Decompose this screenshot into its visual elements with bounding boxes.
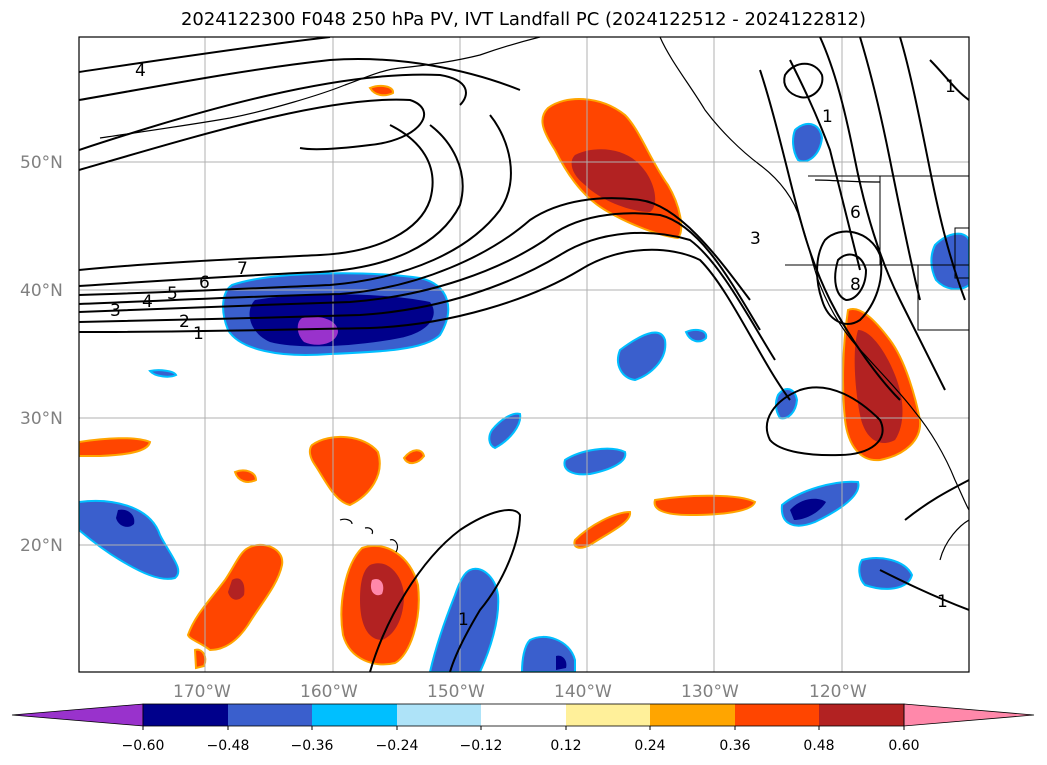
contour-label-1-n: 1 (822, 107, 833, 127)
colorbar-tick-label: −0.24 (376, 738, 419, 754)
colorbar-extend-high (903, 703, 1035, 727)
colorbar-tick-label: −0.60 (122, 738, 165, 754)
lon-label-170w: 170°W (173, 682, 231, 702)
contour-label-1-s: 1 (458, 610, 469, 630)
colorbar-tick-label: −0.48 (207, 738, 250, 754)
contour-label-3: 3 (110, 301, 121, 321)
colorbar-bin-3 (312, 704, 397, 726)
colorbar-bin-9 (819, 704, 904, 726)
colorbar-tick-label: 0.48 (803, 738, 834, 754)
pv-contours (79, 37, 969, 672)
colorbar-tick-label: 0.24 (634, 738, 665, 754)
colorbar: −0.60 −0.48 −0.36 −0.24 −0.12 0.12 0.24 … (11, 703, 1035, 754)
contour-label-1-se: 1 (937, 592, 948, 612)
negative-pv-streak (428, 567, 500, 672)
colorbar-bin-7 (650, 704, 735, 726)
colorbar-bin-6 (566, 704, 650, 726)
colorbar-tick-label: 0.12 (550, 738, 581, 754)
colorbar-bin-4 (397, 704, 481, 726)
lon-label-140w: 140°W (554, 682, 612, 702)
colorbar-bin-1 (143, 704, 228, 726)
contour-label-3-east: 3 (750, 229, 761, 249)
lat-label-30n: 30°N (20, 409, 63, 429)
colorbar-tick-label: −0.36 (291, 738, 334, 754)
map-gridlines (79, 37, 969, 672)
colorbar-tick-label: −0.12 (460, 738, 503, 754)
map-frame (78, 36, 970, 673)
lon-label-160w: 160°W (300, 682, 358, 702)
longitude-labels: 170°W 160°W 150°W 140°W 130°W 120°W (173, 682, 867, 702)
contour-label-6: 6 (199, 273, 210, 293)
contour-label-4: 4 (142, 292, 153, 312)
contour-labels: 4 7 6 5 4 3 2 1 3 6 8 1 1 1 1 (110, 61, 956, 630)
lat-label-20n: 20°N (20, 536, 63, 556)
contour-label-4-top: 4 (135, 61, 146, 81)
contour-label-1: 1 (193, 324, 204, 344)
contour-label-2: 2 (179, 312, 190, 332)
contour-label-6-east: 6 (850, 203, 861, 223)
contour-label-5: 5 (167, 284, 178, 304)
colorbar-tick-label: 0.36 (719, 738, 750, 754)
colorbar-tick-label: 0.60 (888, 738, 919, 754)
contour-label-7: 7 (237, 259, 248, 279)
lat-label-40n: 40°N (20, 281, 63, 301)
negative-pv-blob-west (79, 499, 180, 580)
lon-label-150w: 150°W (427, 682, 485, 702)
colorbar-tick-labels: −0.60 −0.48 −0.36 −0.24 −0.12 0.12 0.24 … (122, 738, 920, 754)
pv-anomaly-fields (79, 84, 969, 672)
map-title: 2024122300 F048 250 hPa PV, IVT Landfall… (180, 9, 867, 30)
lon-label-120w: 120°W (809, 682, 867, 702)
contour-label-1-ne: 1 (945, 77, 956, 97)
contour-label-8: 8 (850, 275, 861, 295)
latitude-labels: 50°N 40°N 30°N 20°N (20, 153, 63, 556)
colorbar-extend-low (11, 703, 144, 727)
lat-label-50n: 50°N (20, 153, 63, 173)
lon-label-130w: 130°W (681, 682, 739, 702)
colorbar-ticks (142, 726, 905, 730)
colorbar-bin-2 (228, 704, 312, 726)
colorbar-bin-5 (481, 704, 566, 726)
colorbar-bin-8 (735, 704, 819, 726)
